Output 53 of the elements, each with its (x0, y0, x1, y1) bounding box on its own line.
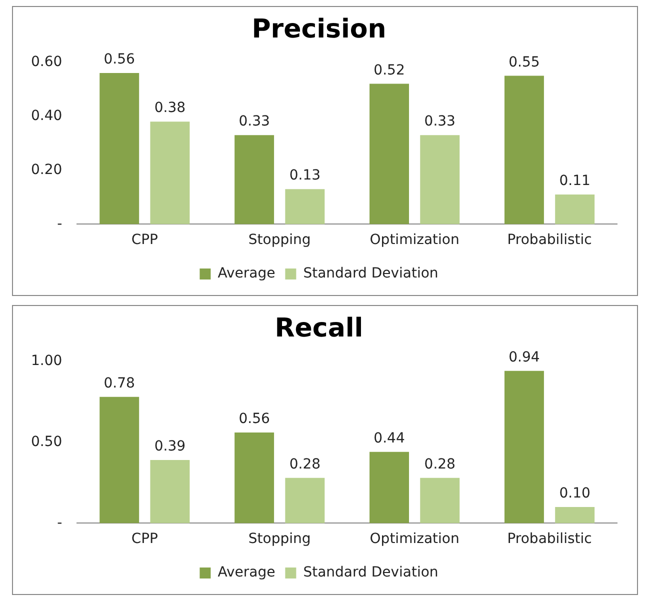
x-tick-label: CPP (131, 531, 158, 548)
bar (555, 507, 595, 524)
data-label: 0.52 (374, 62, 405, 78)
bar (370, 452, 409, 524)
y-tick-label: - (57, 216, 62, 232)
data-label: 0.10 (559, 486, 590, 502)
bar (100, 396, 140, 524)
data-label: 0.56 (238, 411, 270, 428)
data-label: 0.39 (154, 438, 186, 455)
bar (150, 122, 190, 224)
y-tick-label: 0.40 (31, 108, 62, 124)
data-label: 0.33 (238, 114, 270, 130)
bar (285, 478, 325, 524)
data-label: 0.28 (289, 456, 320, 472)
data-label: 0.28 (424, 456, 456, 472)
y-tick-label: - (57, 514, 62, 531)
bar (150, 460, 190, 524)
legend-label: Average (218, 564, 276, 581)
y-tick-label: 0.60 (31, 54, 62, 70)
bar (285, 189, 325, 224)
chart-title: Recall (274, 313, 364, 344)
bar (234, 432, 274, 524)
data-label: 0.11 (559, 173, 590, 190)
data-label: 0.33 (424, 114, 456, 130)
data-label: 0.56 (104, 52, 136, 68)
y-tick-label: 0.20 (31, 162, 62, 178)
legend-label: Standard Deviation (303, 266, 438, 282)
data-label: 0.13 (289, 168, 320, 184)
x-tick-label: Stopping (248, 531, 311, 548)
data-label: 0.38 (154, 100, 186, 116)
bar (504, 76, 544, 224)
data-label: 0.94 (508, 350, 540, 366)
bar (555, 194, 595, 224)
bar (100, 73, 140, 224)
x-tick-label: Probabilistic (507, 531, 592, 548)
bar (420, 478, 460, 524)
bar (370, 84, 409, 224)
legend-label: Average (218, 266, 276, 282)
chart-title: Precision (252, 14, 386, 44)
x-tick-label: Optimization (370, 531, 460, 548)
data-label: 0.55 (508, 54, 540, 70)
y-tick-label: 0.50 (31, 434, 62, 450)
y-tick-label: 1.00 (31, 352, 62, 369)
x-tick-label: Optimization (370, 232, 460, 248)
legend-label: Standard Deviation (303, 564, 438, 581)
bar (504, 370, 544, 524)
bar (420, 135, 460, 224)
data-label: 0.78 (104, 375, 135, 392)
x-tick-label: CPP (131, 232, 158, 248)
x-tick-label: Stopping (248, 232, 311, 248)
data-label: 0.44 (374, 430, 405, 447)
x-tick-label: Probabilistic (507, 232, 592, 248)
bar (234, 135, 274, 224)
